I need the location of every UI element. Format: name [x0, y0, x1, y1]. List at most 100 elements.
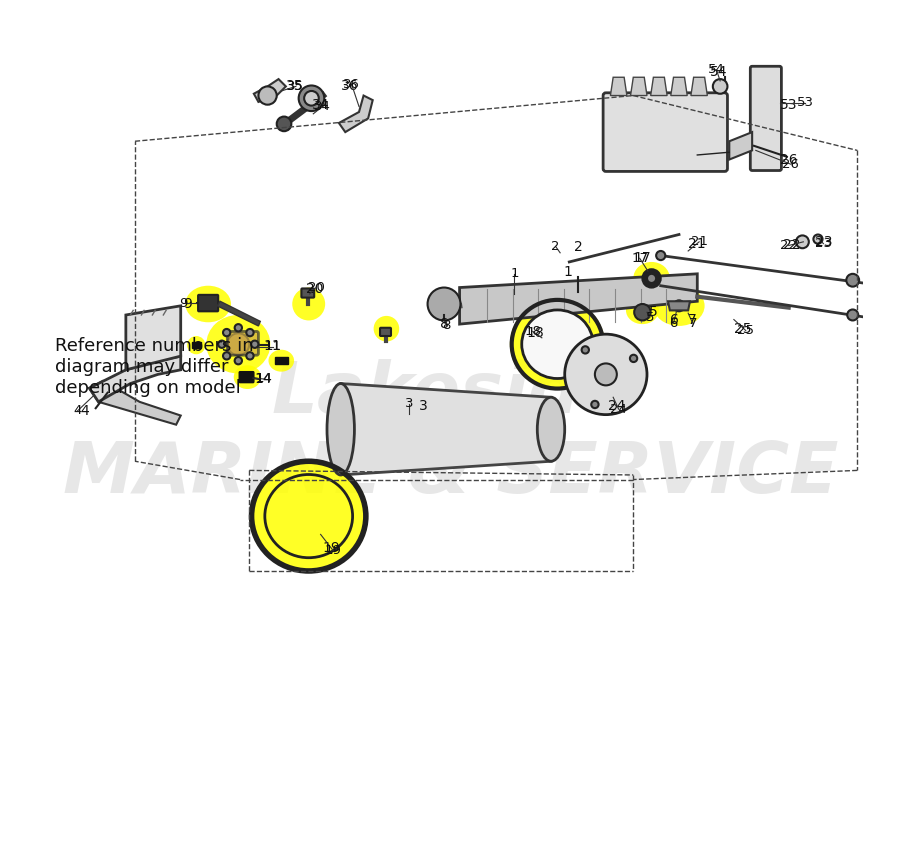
- FancyBboxPatch shape: [227, 332, 259, 355]
- Circle shape: [582, 346, 589, 353]
- Text: 35: 35: [287, 79, 305, 93]
- Text: 53: 53: [780, 98, 797, 111]
- Ellipse shape: [537, 397, 565, 461]
- Polygon shape: [729, 132, 752, 160]
- Ellipse shape: [633, 262, 669, 295]
- Text: 1: 1: [510, 267, 519, 280]
- Polygon shape: [339, 96, 373, 132]
- Text: 22: 22: [783, 238, 800, 252]
- Text: 11: 11: [263, 339, 281, 353]
- Circle shape: [591, 401, 598, 408]
- Polygon shape: [217, 302, 260, 326]
- Text: 26: 26: [782, 157, 799, 170]
- Text: 5: 5: [649, 305, 658, 319]
- Circle shape: [251, 340, 259, 348]
- Text: 7: 7: [687, 313, 696, 327]
- Circle shape: [642, 270, 660, 288]
- Text: 23: 23: [815, 235, 833, 249]
- Text: 20: 20: [306, 283, 323, 296]
- Circle shape: [674, 301, 685, 311]
- Polygon shape: [126, 306, 181, 370]
- Text: 3: 3: [405, 397, 414, 410]
- Text: 19: 19: [325, 544, 341, 557]
- Ellipse shape: [565, 334, 647, 415]
- Polygon shape: [668, 302, 690, 310]
- Text: Reference numbers in
diagram may differ
depending on model: Reference numbers in diagram may differ …: [56, 337, 254, 397]
- FancyBboxPatch shape: [380, 327, 391, 336]
- Polygon shape: [275, 357, 287, 365]
- FancyBboxPatch shape: [302, 289, 314, 297]
- Text: 14: 14: [256, 372, 272, 385]
- Circle shape: [218, 340, 225, 348]
- Circle shape: [634, 304, 651, 321]
- Polygon shape: [460, 274, 697, 324]
- Text: 6: 6: [669, 317, 678, 330]
- Circle shape: [847, 309, 858, 321]
- Ellipse shape: [206, 315, 270, 373]
- Ellipse shape: [327, 384, 354, 475]
- Text: 6: 6: [670, 313, 678, 327]
- Circle shape: [630, 355, 637, 362]
- Circle shape: [428, 288, 460, 321]
- Circle shape: [846, 274, 860, 287]
- Text: 25: 25: [734, 321, 751, 336]
- Text: 19: 19: [323, 541, 341, 555]
- Ellipse shape: [268, 350, 294, 372]
- Circle shape: [595, 364, 617, 385]
- Circle shape: [277, 117, 291, 131]
- Ellipse shape: [626, 296, 659, 324]
- Polygon shape: [192, 342, 201, 348]
- Text: 8: 8: [441, 320, 450, 333]
- Ellipse shape: [653, 286, 705, 326]
- Circle shape: [234, 357, 242, 365]
- Text: 4: 4: [80, 404, 89, 418]
- Circle shape: [647, 274, 656, 283]
- Polygon shape: [651, 77, 667, 96]
- Text: 17: 17: [632, 251, 648, 264]
- Text: 54: 54: [708, 63, 725, 76]
- Ellipse shape: [374, 316, 399, 341]
- Text: 24: 24: [608, 399, 625, 413]
- Circle shape: [223, 329, 231, 336]
- Polygon shape: [691, 77, 707, 96]
- Text: 5: 5: [645, 311, 654, 324]
- FancyBboxPatch shape: [603, 92, 727, 171]
- Text: 34: 34: [312, 98, 330, 111]
- Text: 54: 54: [710, 65, 727, 79]
- Ellipse shape: [522, 310, 593, 378]
- Circle shape: [814, 234, 823, 244]
- Text: 8: 8: [440, 317, 449, 331]
- Circle shape: [223, 353, 231, 359]
- FancyBboxPatch shape: [240, 372, 254, 383]
- Text: 2: 2: [574, 240, 583, 254]
- Circle shape: [305, 91, 319, 105]
- Text: 4: 4: [73, 404, 82, 417]
- Text: Lakeside
MARINE & SERVICE: Lakeside MARINE & SERVICE: [63, 359, 838, 508]
- Text: 2: 2: [551, 240, 560, 253]
- Text: 17: 17: [633, 251, 651, 265]
- Text: 3: 3: [419, 399, 427, 413]
- Text: 9: 9: [179, 296, 187, 309]
- Text: 36: 36: [341, 79, 359, 93]
- FancyBboxPatch shape: [198, 295, 218, 311]
- Text: 25: 25: [737, 324, 754, 337]
- Polygon shape: [670, 77, 687, 96]
- Circle shape: [246, 353, 253, 359]
- Ellipse shape: [510, 299, 605, 390]
- Circle shape: [713, 79, 727, 93]
- Circle shape: [796, 235, 809, 248]
- Polygon shape: [611, 77, 627, 96]
- Text: 26: 26: [780, 153, 797, 167]
- Text: 1: 1: [563, 265, 572, 279]
- Ellipse shape: [292, 288, 325, 321]
- Text: 23: 23: [815, 237, 832, 251]
- Ellipse shape: [250, 460, 369, 573]
- Text: 21: 21: [690, 235, 707, 248]
- Ellipse shape: [233, 365, 261, 389]
- Text: 21: 21: [688, 237, 706, 251]
- Text: 20: 20: [307, 281, 324, 294]
- Text: 35: 35: [287, 79, 304, 93]
- Text: 11: 11: [265, 340, 281, 353]
- Text: 22: 22: [780, 239, 797, 252]
- Circle shape: [298, 86, 324, 111]
